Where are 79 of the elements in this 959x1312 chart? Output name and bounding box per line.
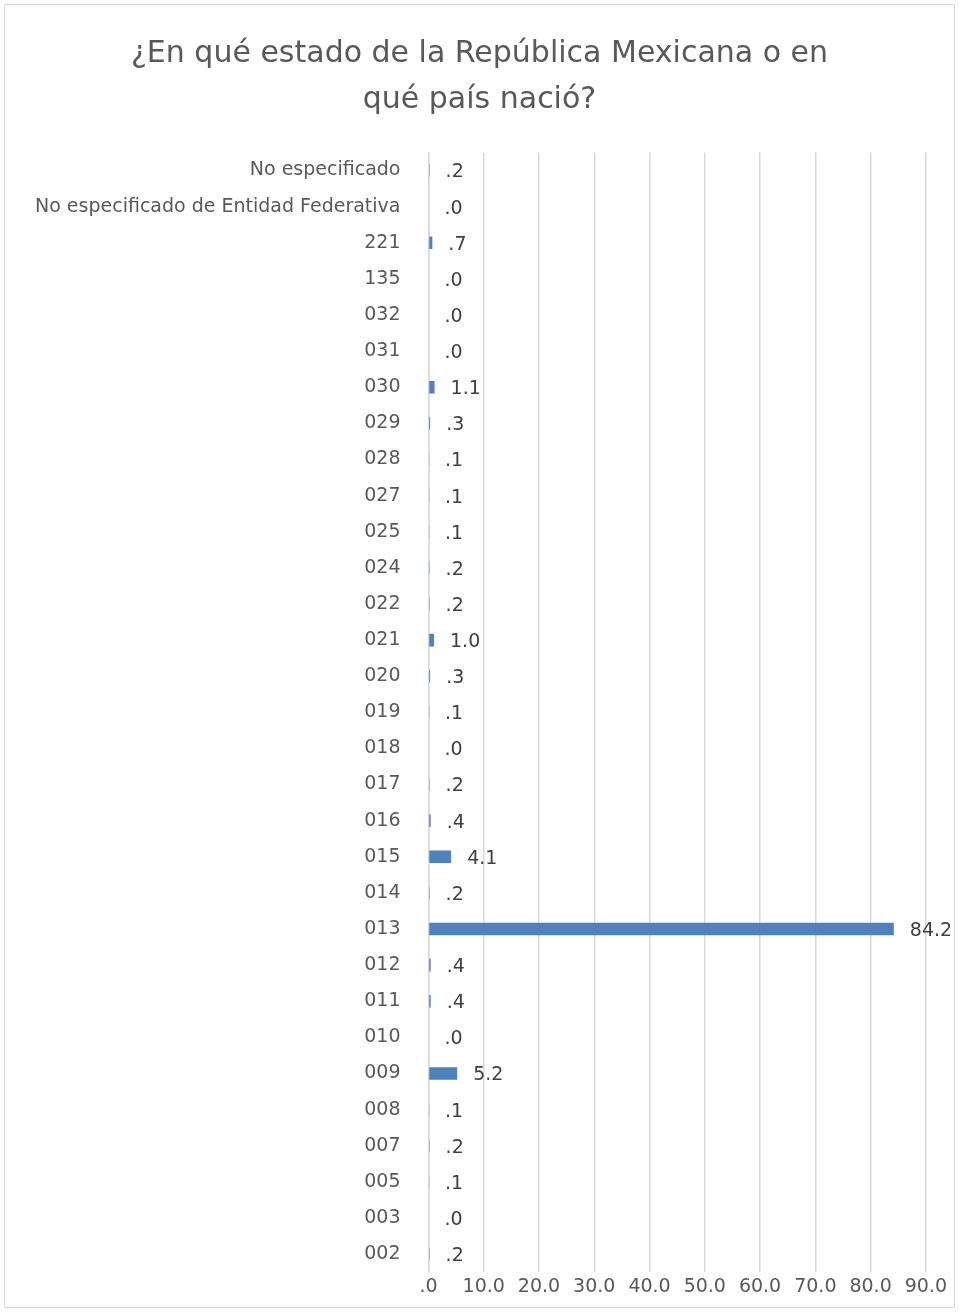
data-label: .1 — [445, 448, 464, 471]
x-tick-label: 80.0 — [849, 1273, 892, 1296]
y-tick-label: No especificado de Entidad Federativa — [34, 193, 401, 216]
x-tick-label: 70.0 — [794, 1273, 837, 1296]
bar — [429, 236, 433, 250]
y-tick-label: 027 — [364, 482, 401, 505]
y-tick-label: 005 — [364, 1168, 401, 1191]
y-tick-label: 003 — [364, 1204, 401, 1227]
y-tick-label: 011 — [364, 988, 401, 1011]
y-tick-label: 221 — [364, 229, 401, 252]
data-label: .7 — [448, 231, 467, 254]
data-label: .4 — [446, 954, 465, 977]
x-tick-label: 30.0 — [573, 1273, 616, 1296]
y-tick-label: 020 — [364, 663, 401, 686]
bar — [429, 922, 894, 936]
data-label: .2 — [445, 1243, 464, 1266]
data-label: 1.0 — [450, 628, 481, 651]
y-tick-label: 012 — [364, 952, 401, 975]
y-tick-label: 017 — [364, 771, 401, 794]
data-label: .3 — [446, 412, 465, 435]
data-label: .0 — [444, 737, 463, 760]
y-tick-label: 014 — [364, 879, 401, 902]
x-tick-label: 50.0 — [683, 1273, 726, 1296]
y-tick-label: No especificado — [249, 157, 401, 180]
chart-title: ¿En qué estado de la República Mexicana o en qué país nació? — [129, 33, 830, 117]
bar — [429, 633, 435, 647]
y-tick-label: 025 — [364, 518, 401, 541]
y-tick-label: 024 — [364, 554, 401, 577]
data-label: .2 — [445, 881, 464, 904]
y-tick-label: 028 — [364, 446, 401, 469]
y-tick-label: 013 — [364, 915, 401, 938]
data-label: .0 — [444, 195, 463, 218]
y-tick-label: 019 — [364, 699, 401, 722]
y-tick-label: 029 — [364, 410, 401, 433]
data-label: .2 — [445, 159, 464, 182]
data-label: 4.1 — [467, 845, 498, 868]
y-tick-label: 032 — [364, 301, 401, 324]
y-tick-label: 009 — [364, 1060, 401, 1083]
data-label: .1 — [445, 1170, 464, 1193]
y-tick-label: 016 — [364, 807, 401, 830]
y-tick-label: 008 — [364, 1096, 401, 1119]
data-label: .4 — [446, 809, 465, 832]
data-label: .0 — [444, 1206, 463, 1229]
y-tick-label: 018 — [364, 735, 401, 758]
bar — [429, 850, 452, 864]
x-tick-label: 40.0 — [628, 1273, 671, 1296]
data-label: .4 — [446, 990, 465, 1013]
bar — [429, 380, 435, 394]
x-tick-label: 90.0 — [904, 1273, 947, 1296]
data-label: .0 — [444, 340, 463, 363]
y-tick-label: 021 — [364, 626, 401, 649]
y-tick-label: 030 — [364, 374, 401, 397]
data-label: .1 — [445, 701, 464, 724]
x-tick-label: 20.0 — [517, 1273, 561, 1296]
y-tick-label: 007 — [364, 1132, 401, 1155]
data-label: 84.2 — [909, 917, 953, 940]
data-label: .2 — [445, 592, 464, 615]
data-label: 5.2 — [473, 1062, 504, 1085]
bar — [429, 1067, 458, 1080]
data-label: .0 — [444, 1026, 463, 1049]
data-label: .2 — [445, 773, 464, 796]
data-label: .1 — [445, 484, 464, 507]
x-tick-label: 10.0 — [462, 1273, 505, 1296]
y-tick-label: 010 — [364, 1024, 401, 1047]
y-tick-label: 015 — [364, 843, 401, 866]
x-tick-label: .0 — [419, 1273, 438, 1296]
data-label: .2 — [445, 556, 464, 579]
data-label: .2 — [445, 1134, 464, 1157]
data-label: .3 — [446, 665, 465, 688]
x-tick-label: 60.0 — [738, 1273, 782, 1296]
data-label: .0 — [444, 303, 463, 326]
data-label: .1 — [445, 520, 464, 543]
data-label: 1.1 — [450, 376, 481, 399]
y-tick-label: 031 — [364, 338, 401, 361]
y-tick-label: 135 — [364, 265, 401, 288]
data-label: .1 — [445, 1098, 464, 1121]
y-tick-label: 022 — [364, 590, 401, 613]
y-tick-label: 002 — [364, 1241, 401, 1264]
data-label: .0 — [444, 267, 463, 290]
